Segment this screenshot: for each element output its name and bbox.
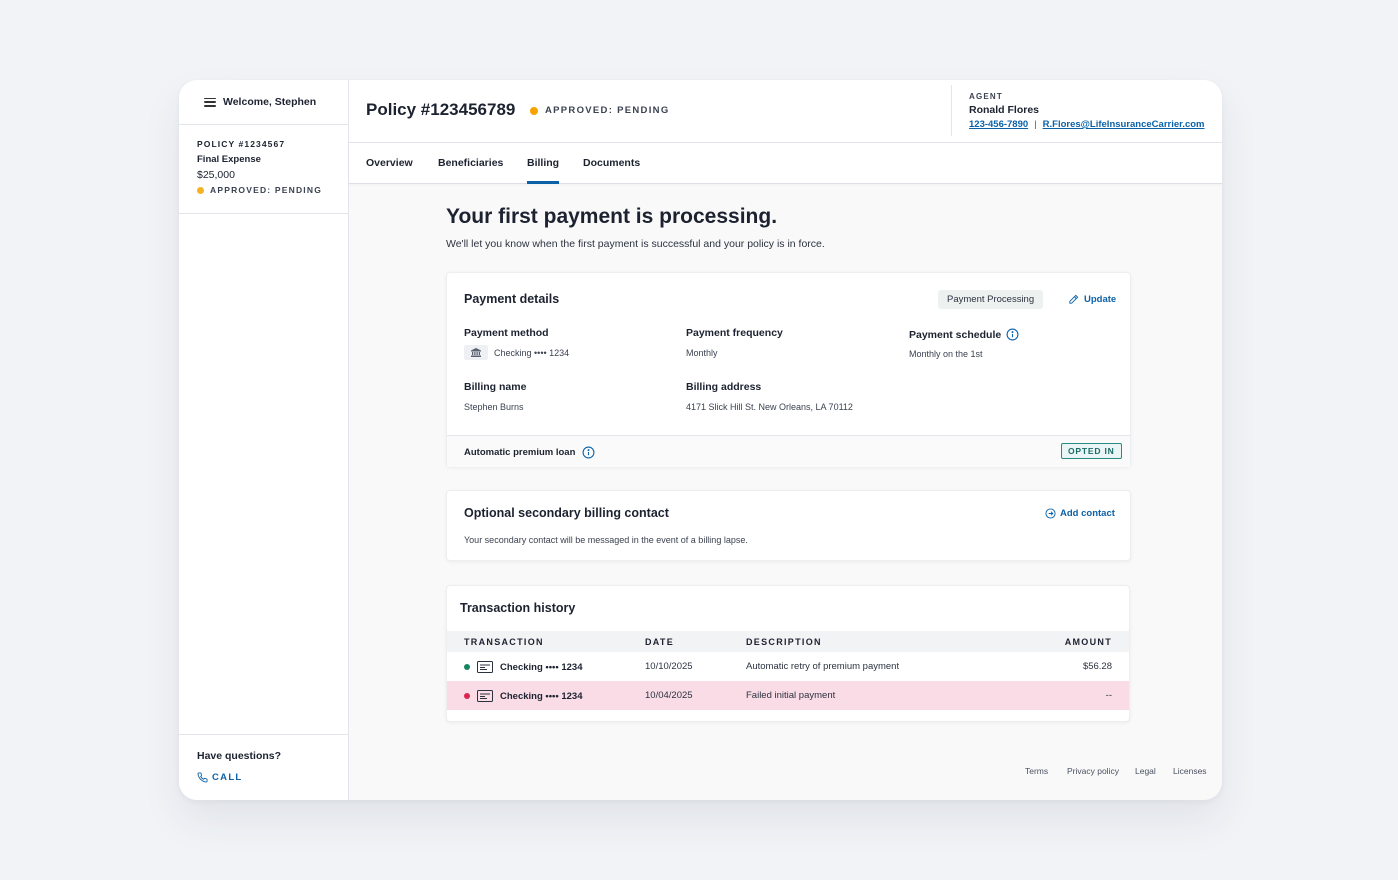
transaction-text: Checking •••• 1234 [500, 690, 583, 702]
transaction-history-title: Transaction history [460, 601, 576, 615]
tab-beneficiaries[interactable]: Beneficiaries [438, 157, 504, 169]
tab-overview[interactable]: Overview [366, 157, 413, 169]
update-label: Update [1084, 294, 1117, 305]
welcome-text: Welcome, Stephen [223, 96, 317, 108]
description-cell: Failed initial payment [746, 690, 836, 701]
apl-label-text: Automatic premium loan [464, 447, 576, 458]
sidebar-help: Have questions? CALL [179, 734, 348, 800]
main-headline: Your first payment is processing. [446, 205, 778, 228]
transaction-history-card: Transaction history TRANSACTION DATE DES… [446, 585, 1130, 722]
tab-billing[interactable]: Billing [527, 143, 560, 184]
tab-documents[interactable]: Documents [583, 157, 641, 169]
billing-name-value: Stephen Burns [464, 402, 524, 412]
status-dot-icon [197, 186, 204, 194]
agent-label: AGENT [969, 92, 1003, 101]
payment-schedule-value: Monthly on the 1st [909, 349, 983, 359]
footer-link-terms[interactable]: Terms [1025, 766, 1049, 776]
table-row[interactable]: Checking •••• 1234 10/04/2025 Failed ini… [447, 681, 1129, 710]
add-contact-button[interactable]: Add contact [1045, 508, 1115, 519]
payment-schedule-label: Payment schedule [909, 328, 1019, 341]
failed-dot-icon [464, 693, 470, 699]
status-label: APPROVED: PENDING [545, 105, 670, 116]
status-badge: APPROVED: PENDING [530, 105, 670, 116]
questions-label: Have questions? [197, 750, 282, 762]
secondary-contact-description: Your secondary contact will be messaged … [464, 535, 748, 545]
add-contact-label: Add contact [1060, 508, 1115, 519]
transaction-cell: Checking •••• 1234 [464, 661, 582, 673]
call-label: CALL [212, 772, 243, 783]
secondary-contact-title: Optional secondary billing contact [464, 506, 669, 520]
automatic-premium-loan-row: Automatic premium loan OPTED IN [447, 435, 1130, 467]
tab-bar: Overview Beneficiaries Billing Documents [349, 143, 1222, 184]
check-card-icon [477, 661, 493, 673]
transaction-text: Checking •••• 1234 [500, 661, 583, 673]
agent-email-link[interactable]: R.Flores@LifeInsuranceCarrier.com [1042, 119, 1205, 130]
transaction-cell: Checking •••• 1234 [464, 690, 582, 702]
apl-label: Automatic premium loan [464, 446, 595, 459]
agent-separator: | [1034, 119, 1037, 130]
payment-details-card: Payment details Payment Processing Updat… [446, 272, 1131, 467]
payment-method-label: Payment method [464, 327, 549, 339]
footer-link-licenses[interactable]: Licenses [1173, 766, 1207, 776]
agent-name: Ronald Flores [969, 104, 1040, 116]
status-dot-icon [530, 106, 538, 115]
agent-phone-link[interactable]: 123-456-7890 [969, 119, 1029, 130]
payment-method-value: Checking •••• 1234 [464, 345, 569, 360]
phone-icon [197, 772, 208, 783]
main-subline: We'll let you know when the first paymen… [446, 238, 825, 250]
column-amount: AMOUNT [1064, 637, 1112, 647]
check-card-icon [477, 690, 493, 702]
date-cell: 10/04/2025 [645, 690, 693, 701]
column-description: DESCRIPTION [746, 637, 822, 647]
payment-details-title: Payment details [464, 292, 560, 306]
amount-cell: -- [1105, 690, 1112, 701]
date-cell: 10/10/2025 [645, 661, 693, 672]
sidebar-policy-status: APPROVED: PENDING [197, 185, 348, 195]
sidebar-header: Welcome, Stephen [179, 80, 348, 125]
secondary-contact-card: Optional secondary billing contact Add c… [446, 490, 1131, 561]
payment-schedule-text: Payment schedule [909, 328, 1002, 341]
column-date: DATE [645, 637, 675, 647]
app-window: Welcome, Stephen POLICY #1234567 Final E… [179, 80, 1222, 800]
agent-contact: 123-456-7890 | R.Flores@LifeInsuranceCar… [969, 119, 1205, 130]
sidebar-status-label: APPROVED: PENDING [210, 185, 323, 195]
sidebar-policy-number: POLICY #1234567 [197, 139, 286, 149]
sidebar: Welcome, Stephen POLICY #1234567 Final E… [179, 80, 349, 800]
table-row[interactable]: Checking •••• 1234 10/10/2025 Automatic … [447, 652, 1129, 681]
table-header: TRANSACTION DATE DESCRIPTION AMOUNT [447, 631, 1129, 652]
info-icon[interactable] [582, 446, 595, 459]
payment-frequency-value: Monthly [686, 348, 718, 358]
billing-address-value: 4171 Slick Hill St. New Orleans, LA 7011… [686, 402, 853, 412]
description-cell: Automatic retry of premium payment [746, 661, 900, 672]
footer-link-legal[interactable]: Legal [1135, 766, 1156, 776]
page-header: Policy #123456789 APPROVED: PENDING AGEN… [349, 80, 1222, 143]
menu-icon[interactable] [204, 97, 216, 107]
amount-cell: $56.28 [1082, 661, 1112, 672]
pencil-icon [1069, 294, 1079, 304]
sidebar-policy-amount: $25,000 [197, 169, 235, 181]
add-circle-icon [1045, 508, 1056, 519]
sidebar-policy-summary[interactable]: POLICY #1234567 Final Expense $25,000 AP… [179, 125, 348, 214]
sidebar-policy-product: Final Expense [197, 154, 261, 165]
column-transaction: TRANSACTION [464, 637, 544, 647]
payment-frequency-label: Payment frequency [686, 327, 783, 339]
info-icon[interactable] [1006, 328, 1019, 341]
billing-name-label: Billing name [464, 381, 527, 393]
payment-method-text: Checking •••• 1234 [494, 347, 570, 358]
agent-info: AGENT Ronald Flores 123-456-7890 | R.Flo… [951, 85, 1205, 136]
opted-in-badge: OPTED IN [1061, 443, 1122, 459]
bank-icon [464, 345, 488, 360]
page-title: Policy #123456789 [366, 100, 516, 119]
billing-address-label: Billing address [686, 381, 762, 393]
call-button[interactable]: CALL [197, 772, 348, 783]
success-dot-icon [464, 664, 470, 670]
payment-status-chip: Payment Processing [938, 290, 1044, 309]
update-button[interactable]: Update [1068, 294, 1116, 305]
footer-link-privacy[interactable]: Privacy policy [1067, 766, 1119, 776]
